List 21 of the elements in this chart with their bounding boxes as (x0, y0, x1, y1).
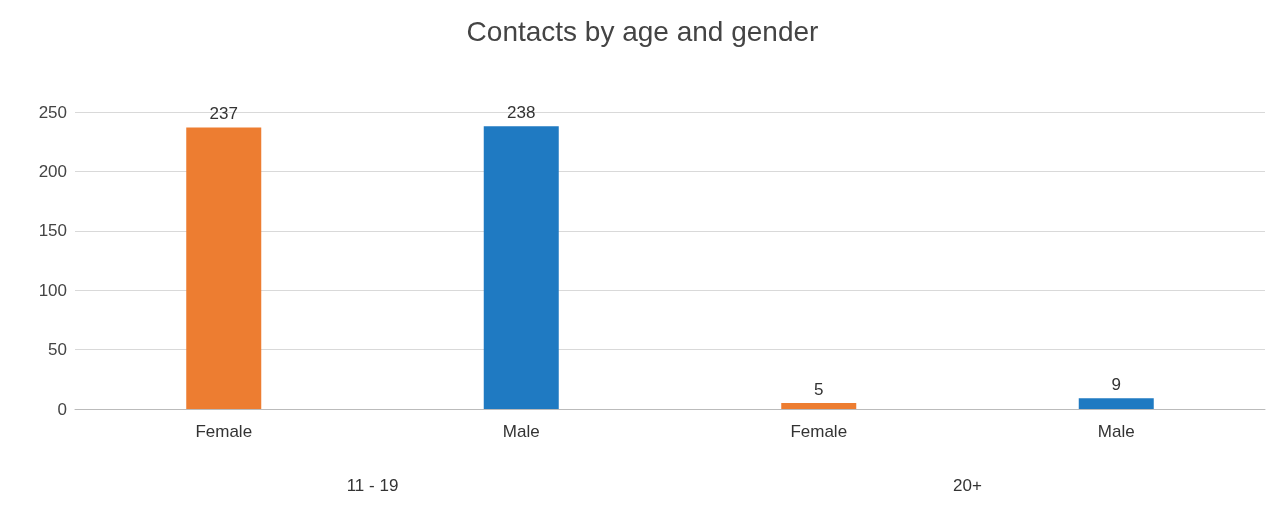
bar (186, 127, 262, 409)
y-tick-label: 50 (48, 340, 67, 360)
bar (781, 403, 857, 409)
data-label: 5 (814, 380, 824, 400)
x-tick-label: Female (195, 422, 253, 441)
y-tick-label: 0 (57, 399, 67, 419)
bar (483, 126, 559, 409)
text: 20+ (953, 476, 982, 495)
text: 11 - 19 (346, 476, 399, 495)
y-tick-label: 200 (38, 161, 67, 181)
y-tick-label: 250 (38, 102, 67, 122)
chart-title: Contacts by age and gender (466, 15, 819, 47)
x-tick-label: Male (1097, 422, 1135, 441)
y-tick-label: 150 (38, 221, 67, 241)
data-label: 9 (1111, 375, 1121, 395)
x-tick-label: Male (502, 422, 540, 441)
x-tick-label: Female (790, 422, 848, 441)
data-label: 237 (209, 104, 238, 124)
bar (1078, 398, 1154, 409)
data-label: 238 (507, 103, 536, 123)
y-tick-label: 100 (38, 280, 67, 300)
